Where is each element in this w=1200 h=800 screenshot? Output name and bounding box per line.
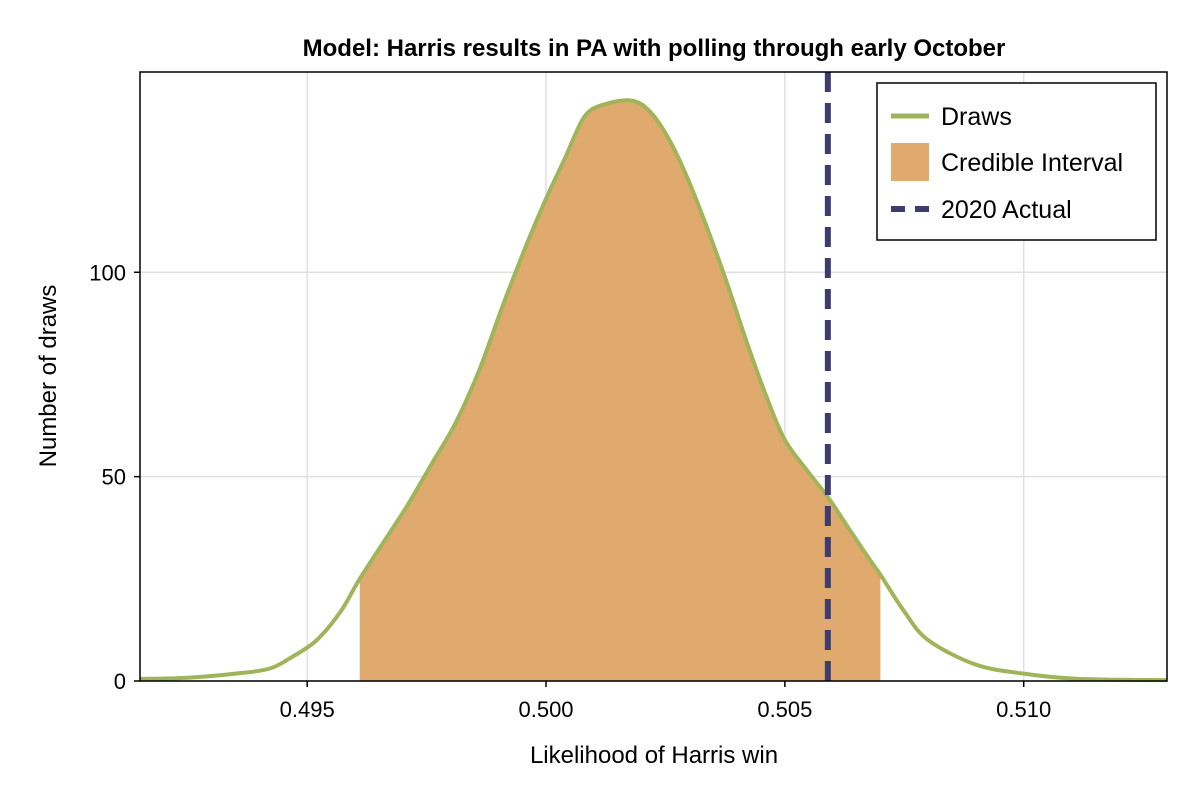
plot-frame xyxy=(139,71,1168,682)
y-tick-label: 0 xyxy=(114,669,126,694)
x-tick-label: 0.505 xyxy=(757,697,812,722)
y-tick-label: 50 xyxy=(102,465,126,490)
x-tick-label: 0.495 xyxy=(280,697,335,722)
draws-density-line xyxy=(139,98,1168,683)
chart-title: Model: Harris results in PA with polling… xyxy=(303,35,1006,62)
y-axis-title: Number of draws xyxy=(35,285,62,468)
axis-ticks: 0.495 0.500 0.505 0.510 0 50 100 xyxy=(89,260,1051,722)
x-axis-title: Likelihood of Harris win xyxy=(530,742,778,769)
x-tick-label: 0.500 xyxy=(518,697,573,722)
legend-credible-interval-swatch xyxy=(891,143,929,181)
credible-interval-area xyxy=(359,100,881,681)
x-tick-label: 0.510 xyxy=(996,697,1051,722)
legend: Draws Credible Interval 2020 Actual xyxy=(876,82,1157,241)
legend-credible-interval-label: Credible Interval xyxy=(941,149,1123,177)
y-tick-label: 100 xyxy=(89,260,126,285)
legend-draws-label: Draws xyxy=(941,103,1012,131)
chart-marks xyxy=(139,72,1168,683)
legend-2020-actual-label: 2020 Actual xyxy=(941,196,1072,224)
